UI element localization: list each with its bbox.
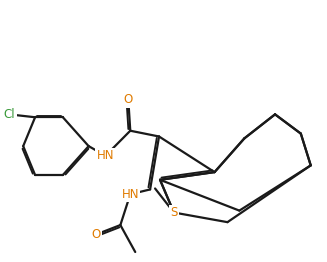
Text: O: O <box>91 228 100 241</box>
Text: HN: HN <box>122 188 139 201</box>
Text: Cl: Cl <box>4 108 15 121</box>
Text: O: O <box>124 94 133 106</box>
Text: S: S <box>170 206 178 219</box>
Text: HN: HN <box>97 149 114 162</box>
